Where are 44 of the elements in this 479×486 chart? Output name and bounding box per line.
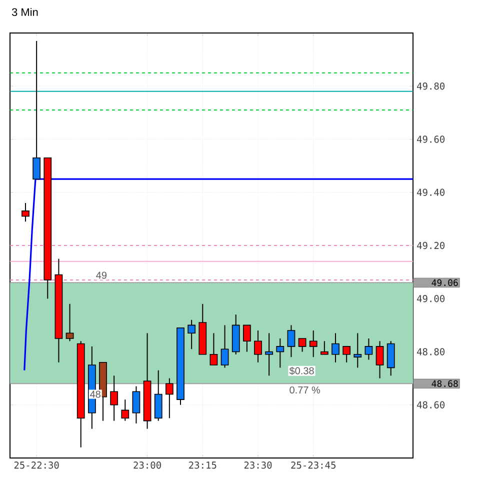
candlestick <box>66 303 74 342</box>
candlestick <box>298 338 306 352</box>
annotation: 0.77 % <box>290 386 320 394</box>
candlestick <box>210 332 218 366</box>
y-tick-label: 49.80 <box>417 82 445 90</box>
candlestick <box>309 330 318 358</box>
candlestick <box>110 375 118 422</box>
y-tick-label: 49.40 <box>417 188 445 196</box>
candlestick <box>376 340 384 379</box>
candlestick <box>386 340 395 376</box>
x-tick-label: 25-23:45 <box>291 462 336 469</box>
x-tick-label: 23:00 <box>134 462 161 469</box>
candlestick <box>188 319 196 350</box>
annotation: 49 <box>96 272 106 279</box>
y-tick-label: 48.60 <box>417 401 445 408</box>
x-tick-label: 25-22:30 <box>14 462 59 469</box>
candlestick <box>332 332 340 363</box>
y-tick-label: 49.20 <box>417 242 445 250</box>
candlestick <box>165 378 174 419</box>
ref-line-label: 48.68 <box>432 380 458 388</box>
candlestick <box>242 324 251 352</box>
candlestick <box>265 332 274 376</box>
candlestick <box>287 324 296 358</box>
y-tick-label: 49.00 <box>417 295 445 302</box>
annotation: $0.38 <box>289 366 314 375</box>
x-tick-label: 23:30 <box>244 462 272 469</box>
candlestick <box>121 399 130 422</box>
candlestick <box>132 386 140 424</box>
y-tick-label: 49.60 <box>417 136 445 143</box>
ref-line-label: 49.06 <box>432 279 458 286</box>
candlestick <box>154 370 162 422</box>
chart-title: 3 Min <box>12 8 38 16</box>
candlestick <box>354 332 362 368</box>
candlestick <box>320 340 328 355</box>
candlestick <box>32 40 41 180</box>
candlestick <box>22 202 30 222</box>
candlestick <box>364 338 373 360</box>
annotation: 48 <box>90 390 100 398</box>
x-tick-label: 23:15 <box>189 462 216 469</box>
y-tick-label: 48.80 <box>417 348 445 356</box>
candlestick <box>254 330 262 363</box>
candlestick <box>220 324 229 368</box>
candlestick <box>276 338 284 368</box>
candlestick <box>342 346 351 363</box>
